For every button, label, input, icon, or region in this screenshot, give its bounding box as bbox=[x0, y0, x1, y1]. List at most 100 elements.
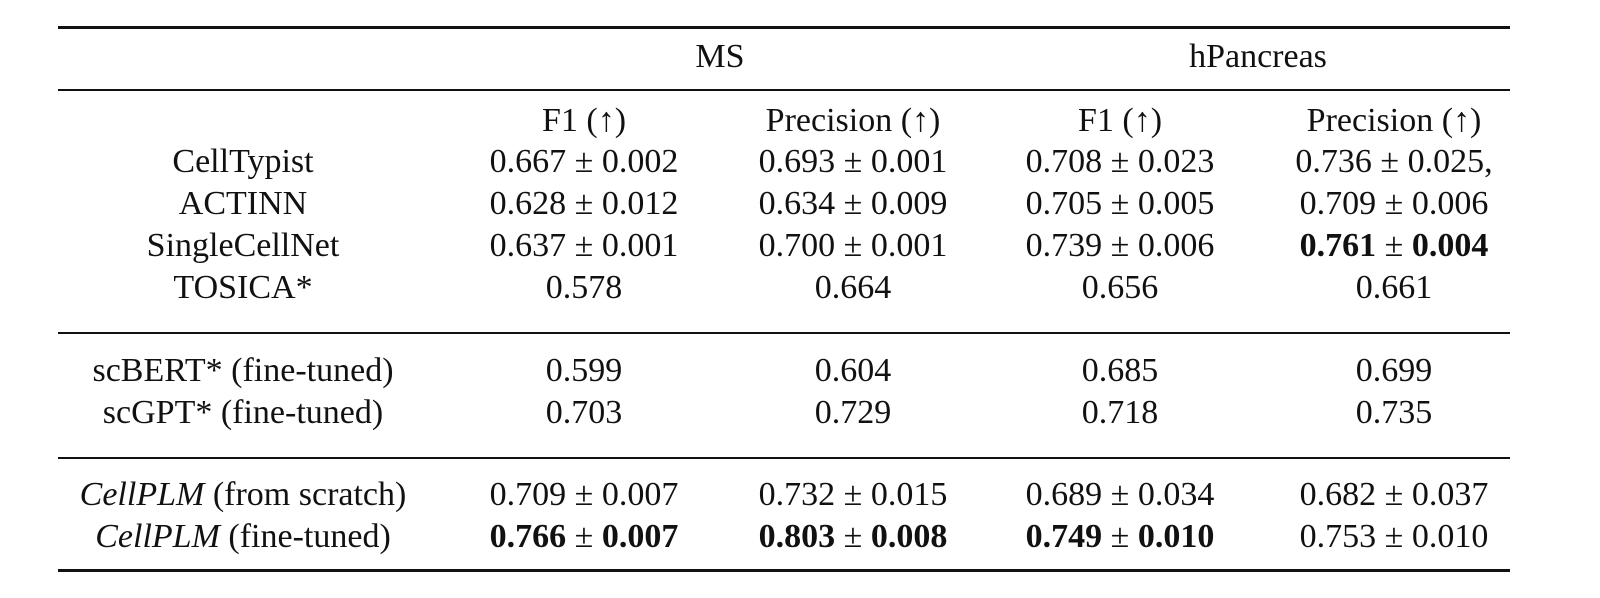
table-cell: 0.634 ± 0.009 bbox=[759, 183, 948, 225]
plus-minus: ± bbox=[1384, 227, 1404, 264]
plus-minus: ± bbox=[1110, 185, 1130, 222]
plus-minus: ± bbox=[1110, 518, 1130, 555]
plus-minus: ± bbox=[1110, 476, 1130, 513]
cell-std: 0.015 bbox=[870, 476, 948, 513]
cell-value: 0.699 bbox=[1355, 352, 1433, 389]
cell-std: 0.006 bbox=[1411, 185, 1489, 222]
cell-value: 0.667 bbox=[489, 143, 567, 180]
cell-std: 0.008 bbox=[870, 518, 948, 555]
method-name: scBERT* (fine-tuned) bbox=[92, 350, 393, 392]
table-cell: 0.709 ± 0.007 bbox=[490, 474, 679, 516]
table-cell: 0.718 bbox=[1082, 392, 1159, 434]
group-header-hpancreas: hPancreas bbox=[1189, 38, 1327, 75]
cell-value: 0.634 bbox=[758, 185, 836, 222]
plus-minus: ± bbox=[1384, 476, 1404, 513]
section-rule-1 bbox=[58, 332, 1510, 334]
cell-value: 0.637 bbox=[489, 227, 567, 264]
cell-value: 0.718 bbox=[1081, 394, 1159, 431]
cell-std: 0.001 bbox=[870, 143, 948, 180]
method-name-text: SingleCellNet bbox=[146, 227, 340, 264]
plus-minus: ± bbox=[1384, 185, 1404, 222]
cell-value: 0.578 bbox=[545, 269, 623, 306]
cell-std: 0.012 bbox=[601, 185, 679, 222]
cell-value: 0.735 bbox=[1355, 394, 1433, 431]
table-cell: 0.709 ± 0.006 bbox=[1300, 183, 1489, 225]
table-cell: 0.578 bbox=[546, 267, 623, 309]
table-cell: 0.685 bbox=[1082, 350, 1159, 392]
cell-value: 0.749 bbox=[1025, 518, 1103, 555]
cell-value: 0.803 bbox=[758, 518, 836, 555]
cell-std: 0.002 bbox=[601, 143, 679, 180]
cell-value: 0.656 bbox=[1081, 269, 1159, 306]
group-header-ms: MS bbox=[695, 38, 745, 75]
plus-minus: ± bbox=[1110, 143, 1130, 180]
cell-value: 0.729 bbox=[814, 394, 892, 431]
table-cell: 0.739 ± 0.006 bbox=[1026, 225, 1215, 267]
plus-minus: ± bbox=[574, 227, 594, 264]
table-cell: 0.735 bbox=[1356, 392, 1433, 434]
cell-value: 0.761 bbox=[1299, 227, 1377, 264]
method-name-italic: CellPLM bbox=[79, 476, 205, 513]
table-cell: 0.693 ± 0.001 bbox=[759, 141, 948, 183]
cell-value: 0.705 bbox=[1025, 185, 1103, 222]
cell-std: 0.010 bbox=[1137, 518, 1215, 555]
metric-header-ms-precision: Precision (↑) bbox=[765, 102, 941, 139]
plus-minus: ± bbox=[574, 518, 594, 555]
plus-minus: ± bbox=[574, 143, 594, 180]
cell-std: 0.004 bbox=[1411, 227, 1489, 264]
cell-std: 0.001 bbox=[601, 227, 679, 264]
plus-minus: ± bbox=[843, 518, 863, 555]
header-rule bbox=[58, 89, 1510, 91]
method-name: scGPT* (fine-tuned) bbox=[103, 392, 383, 434]
method-name: CellPLM (fine-tuned) bbox=[95, 516, 391, 558]
method-name: CellTypist bbox=[172, 141, 313, 183]
table-cell: 0.667 ± 0.002 bbox=[490, 141, 679, 183]
cell-value: 0.664 bbox=[814, 269, 892, 306]
table-cell: 0.729 bbox=[815, 392, 892, 434]
plus-minus: ± bbox=[843, 476, 863, 513]
plus-minus: ± bbox=[843, 143, 863, 180]
method-name: SingleCellNet bbox=[147, 225, 340, 267]
table-cell: 0.664 bbox=[815, 267, 892, 309]
method-name-text: TOSICA* bbox=[173, 269, 313, 306]
method-name: CellPLM (from scratch) bbox=[80, 474, 407, 516]
cell-value: 0.766 bbox=[489, 518, 567, 555]
cell-value: 0.661 bbox=[1355, 269, 1433, 306]
table-cell: 0.637 ± 0.001 bbox=[490, 225, 679, 267]
cell-value: 0.685 bbox=[1081, 352, 1159, 389]
table-cell: 0.689 ± 0.034 bbox=[1026, 474, 1215, 516]
cell-std: 0.023 bbox=[1137, 143, 1215, 180]
plus-minus: ± bbox=[1380, 143, 1400, 180]
method-name-suffix: (fine-tuned) bbox=[219, 518, 391, 555]
table-cell: 0.705 ± 0.005 bbox=[1026, 183, 1215, 225]
cell-value: 0.628 bbox=[489, 185, 567, 222]
table-cell: 0.736 ± 0.025, bbox=[1295, 141, 1492, 183]
table-cell: 0.628 ± 0.012 bbox=[490, 183, 679, 225]
metric-header-hpancreas-f1: F1 (↑) bbox=[1077, 102, 1163, 139]
table-cell: 0.656 bbox=[1082, 267, 1159, 309]
cell-value: 0.708 bbox=[1025, 143, 1103, 180]
method-name: TOSICA* bbox=[173, 267, 312, 309]
table-cell: 0.700 ± 0.001 bbox=[759, 225, 948, 267]
cell-std: 0.007 bbox=[601, 476, 679, 513]
plus-minus: ± bbox=[843, 185, 863, 222]
table-cell: 0.703 bbox=[546, 392, 623, 434]
method-name-suffix: (from scratch) bbox=[204, 476, 407, 513]
cell-std: 0.009 bbox=[870, 185, 948, 222]
bottom-rule bbox=[58, 569, 1510, 572]
method-name-text: scGPT* (fine-tuned) bbox=[102, 394, 384, 431]
plus-minus: ± bbox=[843, 227, 863, 264]
section-rule-2 bbox=[58, 457, 1510, 459]
cell-value: 0.604 bbox=[814, 352, 892, 389]
table-cell: 0.753 ± 0.010 bbox=[1300, 516, 1489, 558]
cell-value: 0.703 bbox=[545, 394, 623, 431]
cell-value: 0.700 bbox=[758, 227, 836, 264]
cell-value: 0.682 bbox=[1299, 476, 1377, 513]
method-name-text: CellTypist bbox=[172, 143, 314, 180]
cell-std: 0.007 bbox=[601, 518, 679, 555]
plus-minus: ± bbox=[574, 476, 594, 513]
cell-std: 0.010 bbox=[1411, 518, 1489, 555]
cell-value: 0.689 bbox=[1025, 476, 1103, 513]
plus-minus: ± bbox=[1384, 518, 1404, 555]
table-cell: 0.682 ± 0.037 bbox=[1300, 474, 1489, 516]
